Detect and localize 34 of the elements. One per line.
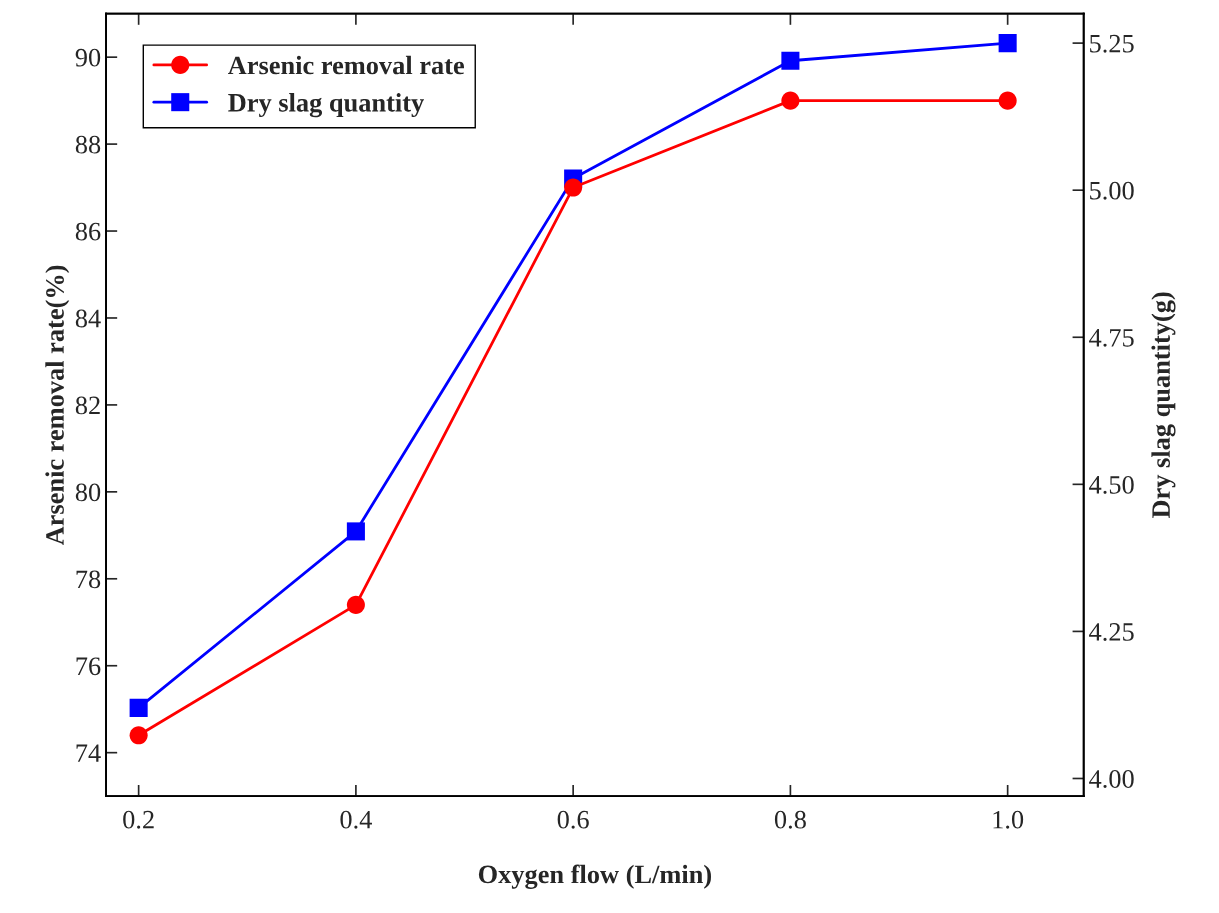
y-tick-label: 86 bbox=[75, 222, 101, 241]
y-tick-label: 90 bbox=[75, 48, 101, 67]
point bbox=[781, 51, 800, 70]
legend-label: Arsenic removal rate bbox=[228, 55, 464, 75]
y-tick-label: 76 bbox=[76, 657, 101, 676]
y2-tick-label: 4.00 bbox=[1089, 770, 1134, 789]
y2-tick-label: 4.75 bbox=[1089, 329, 1134, 347]
y-tick-label: 82 bbox=[75, 396, 100, 415]
legend-label: Dry slag quantity bbox=[228, 93, 424, 118]
y-tick-label: 84 bbox=[75, 309, 101, 328]
y2-tick-label: 5.00 bbox=[1090, 181, 1134, 200]
x-tick-label: 0.2 bbox=[123, 810, 154, 829]
y-tick-label: 88 bbox=[75, 135, 101, 154]
y-tick-label: 80 bbox=[75, 483, 101, 502]
point bbox=[781, 91, 800, 110]
y2-axis-title: Dry slag quantity(g) bbox=[1151, 292, 1176, 519]
y-axis-title: Arsenic removal rate(%) bbox=[45, 265, 70, 546]
x-axis-title: Oxygen flow (L/min) bbox=[478, 864, 711, 889]
x-tick-label: 0.6 bbox=[557, 810, 589, 829]
y2-tick-label: 4.25 bbox=[1089, 623, 1134, 641]
x-tick-label: 0.8 bbox=[774, 810, 806, 829]
point bbox=[346, 522, 365, 541]
y-tick-label: 78 bbox=[76, 570, 101, 589]
point bbox=[129, 726, 148, 745]
y-tick-label: 74 bbox=[76, 744, 101, 762]
point bbox=[998, 34, 1017, 53]
y2-tick-label: 5.25 bbox=[1090, 34, 1134, 53]
point bbox=[564, 178, 583, 197]
point bbox=[129, 698, 148, 717]
x-tick-label: 0.4 bbox=[340, 810, 372, 829]
y2-tick-label: 4.50 bbox=[1089, 475, 1134, 494]
point bbox=[998, 91, 1017, 110]
point bbox=[346, 595, 365, 614]
x-tick-label: 1.0 bbox=[993, 810, 1024, 829]
